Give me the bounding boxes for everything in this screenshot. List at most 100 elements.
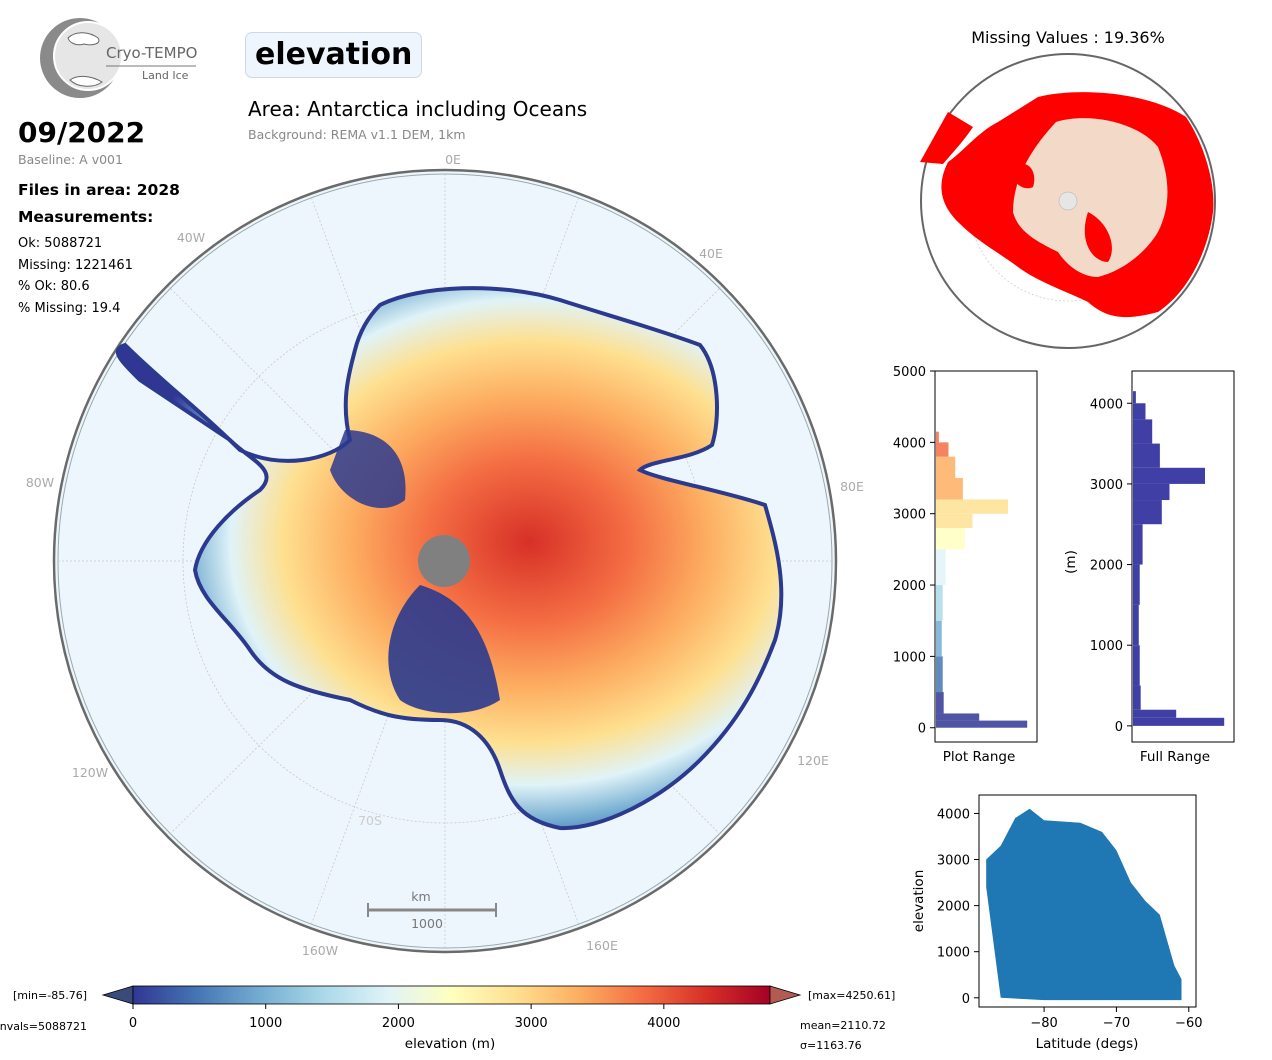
baseline-label: Baseline: A v001 <box>18 152 123 167</box>
hist-ytick-label: 0 <box>918 722 926 737</box>
lat-label-70s: 70S <box>358 813 382 828</box>
hist-bar <box>1133 483 1170 501</box>
scatter-ylabel: elevation <box>911 870 927 932</box>
colorbar-tick-label: 4000 <box>647 1016 680 1031</box>
histogram-full-range: 0 1000 2000 3000 4000 Full Range (m) <box>1063 370 1235 765</box>
lon-label-80w: 80W <box>26 475 54 490</box>
lon-label-120e: 120E <box>797 753 829 768</box>
missing-values-map <box>920 53 1216 349</box>
hist-bar <box>936 456 956 479</box>
weddell-region <box>330 430 406 509</box>
measurement-pct-missing: % Missing: 19.4 <box>18 300 121 316</box>
hist-bar <box>1133 467 1205 484</box>
lon-label-160e: 160E <box>586 938 618 953</box>
hist-ytick-label: 3000 <box>893 508 926 523</box>
hist-ytick-label: 4000 <box>1090 397 1123 412</box>
hist-bar <box>936 527 965 550</box>
hist-bar <box>936 620 942 657</box>
scatter-elevation-latitude: −80 −70 −60 0 1000 2000 3000 4000 Latitude (deg… <box>911 794 1202 1052</box>
hist-bar <box>1133 717 1225 726</box>
hist1-xlabel: Plot Range <box>943 749 1016 765</box>
histogram-plot-range: 0 1000 2000 3000 4000 5000 Plot Range <box>893 365 1038 765</box>
hist-bar <box>936 713 980 721</box>
scatter-ytick-label: 4000 <box>937 807 970 822</box>
hist-bar <box>1133 443 1160 468</box>
missing-title: Missing Values : 19.36% <box>971 28 1165 47</box>
colorbar-sigma: σ=1163.76 <box>800 1039 862 1052</box>
colorbar-nvals: nvals=5088721 <box>0 1020 87 1033</box>
lon-label-40w: 40W <box>177 230 205 245</box>
scatter-ytick-label: 2000 <box>937 900 970 915</box>
hist-bar <box>936 692 944 714</box>
missing-pole-hole <box>1058 191 1078 211</box>
colorbar-mean: mean=2110.72 <box>800 1019 886 1032</box>
hist-ytick-label: 1000 <box>893 650 926 665</box>
hist-bar <box>1133 500 1162 525</box>
lon-label-120w: 120W <box>72 765 108 780</box>
hist-ytick-label: 2000 <box>893 579 926 594</box>
colorbar-tick-label: 2000 <box>382 1016 415 1031</box>
hist-bar <box>1133 564 1140 605</box>
hist-bar <box>1133 604 1139 646</box>
scatter-xlabel: Latitude (degs) <box>1036 1036 1139 1052</box>
logo-name: Cryo-TEMPO <box>106 44 197 62</box>
colorbar-min: [min=-85.76] <box>13 989 87 1002</box>
hist-bar <box>1133 645 1140 686</box>
hist-bar <box>936 585 943 621</box>
hist2-xlabel: Full Range <box>1140 749 1210 765</box>
scatter-ytick-label: 3000 <box>937 854 970 869</box>
antarctica-map: 0E 40E 80E 120E 160E 160W 120W 80W 40W 7… <box>26 152 864 958</box>
hist-bar <box>1133 419 1153 444</box>
scatter-xtick-label: −70 <box>1103 1016 1130 1031</box>
hist-ytick-label: 4000 <box>893 436 926 451</box>
lon-label-160w: 160W <box>302 943 338 958</box>
colorbar-tick-label: 3000 <box>515 1016 548 1031</box>
scale-bar: km 1000 <box>367 889 497 931</box>
date-label: 09/2022 <box>18 116 146 149</box>
measurement-ok: Ok: 5088721 <box>18 236 103 251</box>
colorbar-max: [max=4250.61] <box>808 989 895 1002</box>
hist-bar <box>936 513 973 528</box>
hist-bar <box>936 656 943 693</box>
background-note: Background: REMA v1.1 DEM, 1km <box>248 127 466 142</box>
scale-value: 1000 <box>411 916 443 931</box>
hist-bar <box>1133 685 1141 710</box>
hist-bar <box>1133 524 1143 565</box>
hist-bar <box>936 549 946 586</box>
colorbar-label: elevation (m) <box>405 1036 495 1052</box>
ross-ice-shelf <box>388 585 500 714</box>
hist-ytick-label: 2000 <box>1090 559 1123 574</box>
measurement-missing: Missing: 1221461 <box>18 257 133 273</box>
scatter-xtick-label: −80 <box>1030 1016 1057 1031</box>
scale-unit: km <box>411 889 430 904</box>
hist-ytick-label: 0 <box>1115 720 1123 735</box>
hist-bar <box>936 720 1028 728</box>
pole-hole <box>418 535 470 587</box>
hist-ytick-label: 5000 <box>893 365 926 380</box>
scatter-xtick-label: −60 <box>1175 1016 1202 1031</box>
scatter-ytick-label: 0 <box>962 992 970 1007</box>
hist-bar <box>1133 403 1146 420</box>
hist-bar <box>936 478 963 500</box>
lon-label-0e: 0E <box>445 152 461 167</box>
colorbar: 0 1000 2000 3000 4000 elevation (m) [min=-85… <box>0 985 895 1052</box>
hist-bar <box>936 442 949 457</box>
logo-subtitle: Land Ice <box>142 69 189 82</box>
scatter-point-cloud <box>986 808 1182 1001</box>
colorbar-tick-label: 0 <box>129 1016 137 1031</box>
area-title: Area: Antarctica including Oceans <box>248 97 588 121</box>
hist-bar <box>936 431 939 443</box>
parameter-title: elevation <box>245 32 423 78</box>
files-label: Files in area: 2028 <box>18 181 180 199</box>
hist-bar <box>936 499 1008 514</box>
measurements-list: Ok: 5088721 Missing: 1221461 % Ok: 80.6 … <box>18 233 133 319</box>
valid-data-region <box>1013 118 1168 277</box>
hist-bar <box>1133 709 1177 718</box>
colorbar-tick-label: 1000 <box>249 1016 282 1031</box>
measurements-heading: Measurements: <box>18 208 154 226</box>
hist-ytick-label: 1000 <box>1090 639 1123 654</box>
hist2-ylabel: (m) <box>1063 550 1079 574</box>
hist-bar <box>1133 391 1136 404</box>
lon-label-80e: 80E <box>840 479 864 494</box>
scatter-ytick-label: 1000 <box>937 946 970 961</box>
